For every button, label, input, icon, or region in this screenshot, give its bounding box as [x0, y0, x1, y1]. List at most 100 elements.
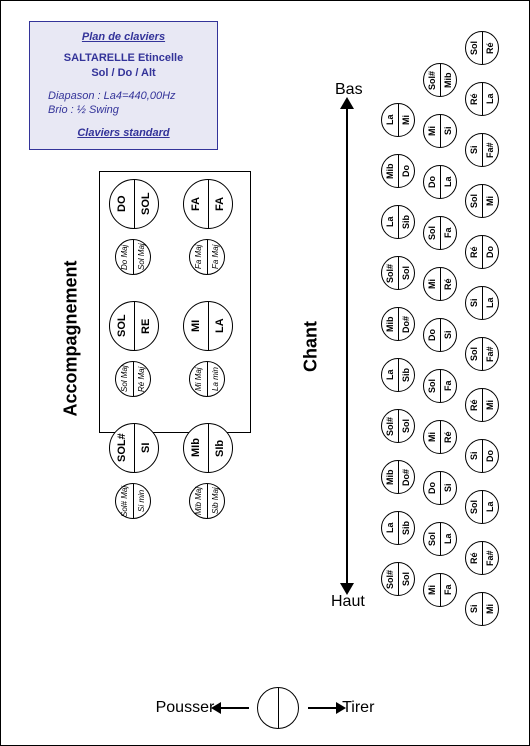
btn-pull-label: Mib — [440, 64, 456, 96]
chant-col2-4: MiRé — [423, 267, 457, 301]
btn-push-label: Mib — [382, 308, 398, 340]
btn-push-label: Sol — [466, 338, 482, 370]
chant-col3-1: RéLa — [465, 82, 499, 116]
btn-pull-label: Fa# — [482, 338, 498, 370]
acc-chord-col2-1: Mi MajLa min — [189, 361, 225, 397]
btn-pull-label: La — [482, 287, 498, 319]
info-std: Claviers standard — [36, 126, 211, 141]
acc-bass-col1-0: DOSOL — [109, 179, 159, 229]
chant-col1-7: MibDo# — [381, 460, 415, 494]
btn-push-label: Sol — [466, 185, 482, 217]
btn-pull-label: Sol Maj — [133, 240, 150, 274]
btn-push-label: Ré — [466, 542, 482, 574]
chant-col3-0: SolRé — [465, 31, 499, 65]
btn-pull-label: Mi — [398, 104, 414, 136]
acc-chord-col2-2: Mib MajSib Maj — [189, 483, 225, 519]
info-title: Plan de claviers — [36, 30, 211, 45]
chant-col3-3: SolMi — [465, 184, 499, 218]
btn-push-label: Do — [424, 319, 440, 351]
label-accompagnement: Accompagnement — [61, 277, 82, 417]
btn-push-label: Do — [424, 166, 440, 198]
btn-pull-label: Do# — [398, 308, 414, 340]
btn-push-label: Sol — [466, 491, 482, 523]
acc-chord-col1-2: Sol# MajSi min — [115, 483, 151, 519]
btn-pull-label: LA — [208, 302, 232, 350]
btn-push-label: Sol# — [382, 563, 398, 595]
btn-pull-label: SI — [134, 424, 158, 472]
chant-col1-6: Sol#Sol — [381, 409, 415, 443]
btn-pull-label: La — [440, 166, 456, 198]
btn-push-label: Si — [466, 287, 482, 319]
btn-push-label: Sol — [424, 523, 440, 555]
chant-col2-10: MiFa — [423, 573, 457, 607]
axis-line — [346, 105, 348, 585]
arrow-left-icon — [219, 707, 249, 709]
chant-col1-2: LaSib — [381, 205, 415, 239]
info-tuning: Sol / Do / Alt — [36, 66, 211, 81]
btn-pull-label: Si min — [133, 484, 150, 518]
btn-pull-label: RE — [134, 302, 158, 350]
btn-push-label: Ré — [466, 83, 482, 115]
btn-push-label: Sol — [424, 217, 440, 249]
arrow-right-icon — [308, 707, 338, 709]
btn-push-label: Mib — [382, 461, 398, 493]
btn-push-label: Si — [466, 593, 482, 625]
chant-col1-0: LaMi — [381, 103, 415, 137]
btn-pull-label: FA — [208, 180, 232, 228]
btn-pull-label: Si — [440, 472, 456, 504]
btn-pull-label: SOL — [134, 180, 158, 228]
btn-pull-label: Fa — [440, 574, 456, 606]
btn-push-label: SOL# — [110, 424, 134, 472]
btn-pull-label: Fa — [440, 370, 456, 402]
chant-col2-6: SolFa — [423, 369, 457, 403]
btn-push-label: Mi — [424, 115, 440, 147]
chant-col3-11: SiMi — [465, 592, 499, 626]
chant-col1-9: Sol#Sol — [381, 562, 415, 596]
acc-bass-col2-0: FAFA — [183, 179, 233, 229]
btn-pull-label: Ré — [482, 32, 498, 64]
acc-chord-col1-0: Do MajSol Maj — [115, 239, 151, 275]
chant-col3-6: SolFa# — [465, 337, 499, 371]
acc-bass-col2-1: MILA — [183, 301, 233, 351]
acc-bass-col2-2: MIbSIb — [183, 423, 233, 473]
chant-col2-2: DoLa — [423, 165, 457, 199]
btn-push-label: Sol# — [424, 64, 440, 96]
btn-pull-label: Si — [440, 115, 456, 147]
chant-col1-8: LaSib — [381, 511, 415, 545]
legend-pull: Tirer — [342, 699, 374, 716]
acc-bass-col1-1: SOLRE — [109, 301, 159, 351]
chant-col1-5: LaSib — [381, 358, 415, 392]
chant-col3-8: SiDo — [465, 439, 499, 473]
chant-col1-1: MibDo — [381, 154, 415, 188]
chant-col3-10: RéFa# — [465, 541, 499, 575]
btn-pull-label: Ré — [440, 268, 456, 300]
btn-push-label: Si — [466, 134, 482, 166]
btn-pull-label: Do — [398, 155, 414, 187]
btn-push-label: La — [382, 104, 398, 136]
btn-pull-label: Sib — [398, 359, 414, 391]
legend-circle — [257, 687, 299, 729]
btn-pull-label: Sol — [398, 563, 414, 595]
btn-push-label: Do Maj — [116, 240, 133, 274]
info-spec1: Diapason : La4=440,00Hz — [36, 89, 211, 104]
chant-col2-5: DoSi — [423, 318, 457, 352]
chant-col1-3: Sol#Sol — [381, 256, 415, 290]
btn-push-label: Sol# — [382, 410, 398, 442]
btn-pull-label: Fa Maj — [207, 240, 224, 274]
btn-push-label: MIb — [184, 424, 208, 472]
btn-push-label: Mi Maj — [190, 362, 207, 396]
chant-col2-1: MiSi — [423, 114, 457, 148]
btn-pull-label: Si — [440, 319, 456, 351]
btn-pull-label: La — [482, 491, 498, 523]
btn-push-label: La — [382, 512, 398, 544]
btn-pull-label: Mi — [482, 389, 498, 421]
btn-push-label: Fa Maj — [190, 240, 207, 274]
btn-push-label: La — [382, 359, 398, 391]
btn-pull-label: Fa — [440, 217, 456, 249]
btn-push-label: Sol# — [382, 257, 398, 289]
chant-col2-0: Sol#Mib — [423, 63, 457, 97]
chant-col3-7: RéMi — [465, 388, 499, 422]
btn-pull-label: Fa# — [482, 542, 498, 574]
legend: Pousser Tirer — [1, 687, 529, 729]
btn-push-label: SOL — [110, 302, 134, 350]
